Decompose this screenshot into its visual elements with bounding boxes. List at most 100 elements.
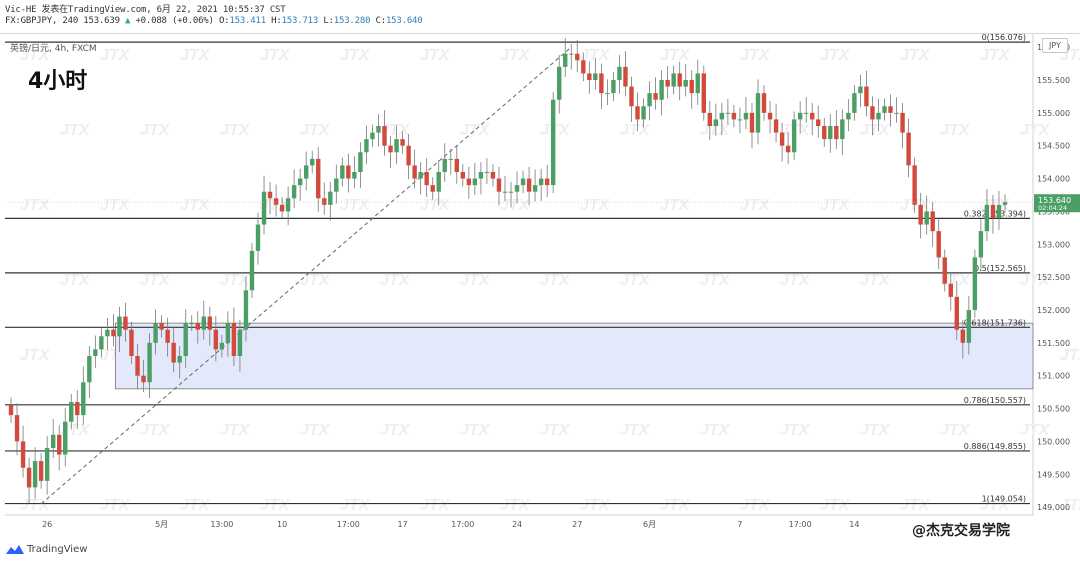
candle-body bbox=[828, 125, 833, 140]
jtx-watermark: JTX bbox=[580, 197, 611, 214]
currency-badge[interactable]: JPY bbox=[1042, 38, 1068, 53]
candle-body bbox=[725, 112, 731, 114]
jtx-watermark: JTX bbox=[180, 197, 211, 214]
symbol-label: 英镑/日元, 4h, FXCM bbox=[10, 44, 97, 54]
candle-body bbox=[466, 178, 472, 186]
candle-body bbox=[1002, 202, 1008, 205]
jtx-watermark: JTX bbox=[140, 272, 171, 289]
candle-body bbox=[147, 342, 152, 383]
jtx-watermark: JTX bbox=[900, 47, 931, 64]
candle-body bbox=[394, 139, 399, 153]
support-zone bbox=[115, 322, 1034, 390]
candle-body bbox=[514, 185, 520, 192]
candle-body bbox=[972, 257, 978, 310]
jtx-watermark: JTX bbox=[540, 272, 571, 289]
jtx-watermark: JTX bbox=[100, 497, 131, 514]
candle-body bbox=[75, 401, 80, 416]
candle-body bbox=[900, 112, 905, 133]
price-axis bbox=[1033, 34, 1080, 515]
candle-body bbox=[44, 447, 50, 481]
candle-body bbox=[460, 171, 466, 179]
price-change: +0.088 (+0.06%) bbox=[135, 16, 214, 26]
candle-body bbox=[189, 323, 194, 325]
candle-body bbox=[303, 165, 309, 179]
candle-body bbox=[653, 93, 658, 100]
candle-body bbox=[840, 119, 845, 140]
candle-body bbox=[496, 178, 502, 192]
fib-level-label: 0.5(152.565) bbox=[974, 264, 1026, 273]
jtx-watermark: JTX bbox=[900, 197, 931, 214]
high-label: H: bbox=[271, 16, 282, 26]
candle-body bbox=[647, 93, 652, 107]
candle-body bbox=[894, 112, 899, 114]
candle-body bbox=[701, 73, 706, 113]
candle-body bbox=[587, 73, 592, 80]
time-tick-label: 17:00 bbox=[789, 520, 812, 529]
candle-body bbox=[183, 323, 188, 356]
candle-body bbox=[749, 112, 755, 133]
candle-body bbox=[376, 125, 381, 133]
candle-body bbox=[63, 421, 68, 455]
candle-body bbox=[285, 198, 291, 212]
jtx-watermark: JTX bbox=[780, 422, 811, 439]
jtx-watermark: JTX bbox=[460, 422, 491, 439]
candle-body bbox=[310, 158, 315, 166]
candle-body bbox=[737, 119, 743, 121]
jtx-watermark: JTX bbox=[660, 197, 691, 214]
candle-body bbox=[442, 158, 447, 172]
jtx-watermark: JTX bbox=[260, 47, 291, 64]
candle-body bbox=[316, 158, 321, 199]
candle-body bbox=[334, 178, 339, 192]
price-tick-label: 154.500 bbox=[1037, 142, 1070, 151]
candle-body bbox=[219, 342, 225, 350]
jtx-watermark: JTX bbox=[1020, 422, 1051, 439]
candle-body bbox=[358, 152, 363, 172]
jtx-watermark: JTX bbox=[660, 47, 691, 64]
candle-body bbox=[785, 145, 791, 153]
time-tick-label: 27 bbox=[572, 520, 582, 529]
jtx-watermark: JTX bbox=[700, 272, 731, 289]
jtx-watermark: JTX bbox=[620, 422, 651, 439]
jtx-watermark: JTX bbox=[20, 47, 51, 64]
jtx-watermark: JTX bbox=[620, 272, 651, 289]
candle-body bbox=[761, 93, 767, 113]
candle-body bbox=[159, 323, 164, 330]
tradingview-label: TradingView bbox=[27, 544, 88, 555]
candle-body bbox=[918, 204, 923, 225]
jtx-watermark: JTX bbox=[260, 497, 291, 514]
candle-body bbox=[291, 185, 297, 199]
candle-body bbox=[20, 441, 26, 468]
candle-body bbox=[948, 283, 953, 297]
jtx-watermark: JTX bbox=[700, 422, 731, 439]
candle-body bbox=[105, 329, 110, 337]
jtx-watermark: JTX bbox=[580, 47, 611, 64]
candle-body bbox=[731, 112, 737, 120]
candle-body bbox=[237, 329, 243, 356]
candle-body bbox=[888, 106, 893, 113]
candle-body bbox=[32, 461, 38, 488]
candle-body bbox=[665, 79, 670, 87]
tradingview-logo[interactable]: TradingView bbox=[6, 544, 87, 555]
up-arrow-icon: ▲ bbox=[125, 16, 131, 26]
candle-body bbox=[797, 112, 803, 120]
jtx-watermark: JTX bbox=[220, 422, 251, 439]
candle-body bbox=[418, 171, 423, 179]
candle-body bbox=[69, 401, 74, 422]
price-tick-label: 151.500 bbox=[1037, 339, 1070, 348]
candle-body bbox=[852, 93, 857, 113]
candle-body bbox=[249, 250, 255, 291]
ohlc-info: FX:GBPJPY, 240 153.639 ▲ +0.088 (+0.06%)… bbox=[5, 16, 423, 26]
jtx-watermark: JTX bbox=[100, 197, 131, 214]
candle-body bbox=[430, 185, 435, 192]
jtx-watermark: JTX bbox=[460, 272, 491, 289]
time-tick-label: 13:00 bbox=[210, 520, 233, 529]
jtx-watermark: JTX bbox=[60, 122, 91, 139]
jtx-watermark: JTX bbox=[300, 122, 331, 139]
trend-line bbox=[40, 46, 572, 505]
candle-body bbox=[346, 165, 351, 179]
candle-body bbox=[707, 112, 713, 126]
jtx-watermark: JTX bbox=[340, 197, 371, 214]
fib-level-label: 0.618(151.736) bbox=[964, 318, 1026, 327]
candle-body bbox=[605, 93, 610, 95]
